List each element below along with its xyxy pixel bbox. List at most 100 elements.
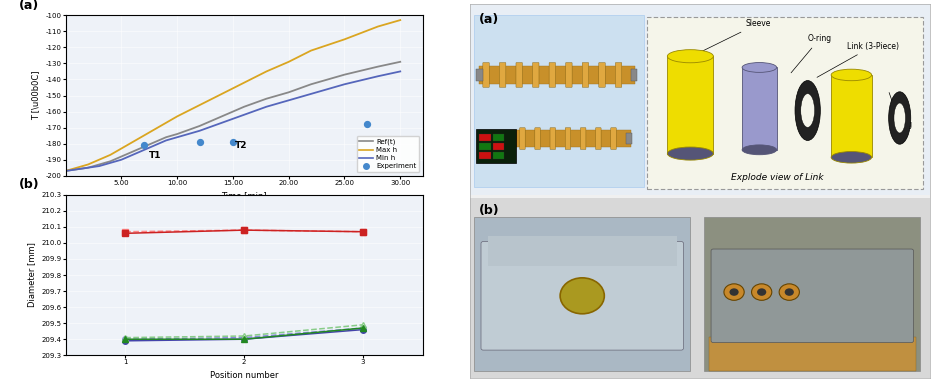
FancyBboxPatch shape (474, 217, 690, 371)
Max h (372, 24, 384, 29)
Min h (194, 128, 206, 133)
Max h (94, 157, 105, 162)
FancyBboxPatch shape (532, 63, 539, 87)
Max h (138, 133, 149, 138)
D2@Ta (119, 231, 131, 236)
Ref(t) (60, 168, 71, 173)
Ref(t) (115, 154, 127, 159)
Ref(t) (339, 72, 350, 77)
D2@Ta (239, 228, 250, 232)
FancyBboxPatch shape (615, 63, 622, 87)
D1@T2 (119, 335, 131, 340)
Ref(t) (172, 132, 183, 136)
Line: Max h: Max h (66, 20, 400, 171)
Circle shape (751, 284, 772, 300)
Line: D1@T2: D1@T2 (122, 322, 366, 340)
Min h (372, 74, 384, 79)
FancyBboxPatch shape (479, 144, 491, 150)
Text: (b): (b) (20, 178, 40, 191)
Text: (a): (a) (20, 0, 39, 12)
FancyBboxPatch shape (565, 63, 572, 87)
FancyBboxPatch shape (479, 66, 635, 84)
Max h (194, 103, 206, 107)
Circle shape (785, 288, 793, 296)
D1@T2 (239, 334, 250, 338)
Min h (149, 143, 161, 147)
Ellipse shape (668, 147, 714, 160)
Min h (261, 104, 272, 109)
Min h (394, 69, 406, 74)
Line: D2@Ta: D2@Ta (122, 227, 366, 236)
FancyBboxPatch shape (647, 17, 923, 189)
FancyBboxPatch shape (516, 63, 522, 87)
FancyBboxPatch shape (549, 63, 556, 87)
Min h (71, 167, 83, 172)
D2@T1 (239, 337, 250, 342)
D2@T1 (119, 338, 131, 343)
D2@T2 (358, 326, 369, 330)
Max h (83, 162, 94, 167)
Text: Sleeve: Sleeve (702, 19, 771, 51)
Min h (105, 160, 116, 165)
Experiment (136, 142, 151, 148)
D1@Ta (239, 228, 250, 232)
Max h (172, 114, 183, 119)
FancyBboxPatch shape (479, 134, 491, 141)
Min h (172, 135, 183, 139)
Experiment (360, 121, 375, 128)
Min h (284, 98, 295, 103)
Text: T2: T2 (235, 141, 248, 151)
Min h (305, 92, 316, 96)
FancyBboxPatch shape (493, 144, 504, 150)
Experiment (225, 139, 240, 145)
Max h (149, 127, 161, 131)
Min h (83, 165, 94, 170)
FancyBboxPatch shape (483, 63, 489, 87)
Ref(t) (127, 149, 138, 154)
Text: Explode view of Link: Explode view of Link (731, 173, 824, 181)
Max h (60, 168, 71, 173)
Line: D2@T1: D2@T1 (122, 327, 366, 343)
Line: Ref(t): Ref(t) (66, 62, 400, 171)
Line: Min h: Min h (66, 71, 400, 171)
D1@T1 (119, 337, 131, 342)
Ellipse shape (795, 81, 821, 141)
Min h (127, 152, 138, 157)
Ref(t) (71, 167, 83, 172)
Experiment (192, 139, 208, 145)
Max h (339, 37, 350, 42)
FancyBboxPatch shape (704, 217, 920, 371)
Ref(t) (94, 162, 105, 167)
Text: O-ring: O-ring (888, 92, 913, 129)
D2@T2 (119, 337, 131, 342)
Circle shape (779, 284, 799, 300)
Max h (216, 92, 227, 96)
FancyBboxPatch shape (631, 69, 638, 81)
FancyBboxPatch shape (580, 128, 586, 149)
D1@T2 (358, 322, 369, 327)
FancyBboxPatch shape (668, 56, 714, 154)
FancyBboxPatch shape (742, 68, 777, 150)
Circle shape (730, 288, 739, 296)
Ref(t) (161, 135, 172, 139)
Min h (60, 168, 71, 173)
Line: D1@T1: D1@T1 (122, 325, 366, 342)
Min h (216, 120, 227, 125)
FancyBboxPatch shape (519, 128, 525, 149)
Legend: D1@Ta, D2@Ta, D1@T1, D2@T1, D1@T2, D2@T2: D1@Ta, D2@Ta, D1@T1, D2@T1, D1@T2, D2@T2 (538, 253, 580, 298)
Ellipse shape (668, 50, 714, 63)
Min h (115, 157, 127, 162)
Ellipse shape (801, 94, 815, 127)
D1@Ta (119, 230, 131, 234)
D2@T1 (358, 327, 369, 332)
Line: D2@T2: D2@T2 (122, 325, 366, 342)
Y-axis label: Diameter [mm]: Diameter [mm] (27, 243, 36, 308)
Max h (261, 69, 272, 74)
Text: T1: T1 (149, 151, 162, 160)
FancyBboxPatch shape (500, 63, 506, 87)
Max h (239, 80, 250, 85)
FancyBboxPatch shape (582, 63, 589, 87)
Ref(t) (284, 90, 295, 95)
FancyBboxPatch shape (831, 75, 871, 157)
Text: (b): (b) (479, 204, 500, 217)
